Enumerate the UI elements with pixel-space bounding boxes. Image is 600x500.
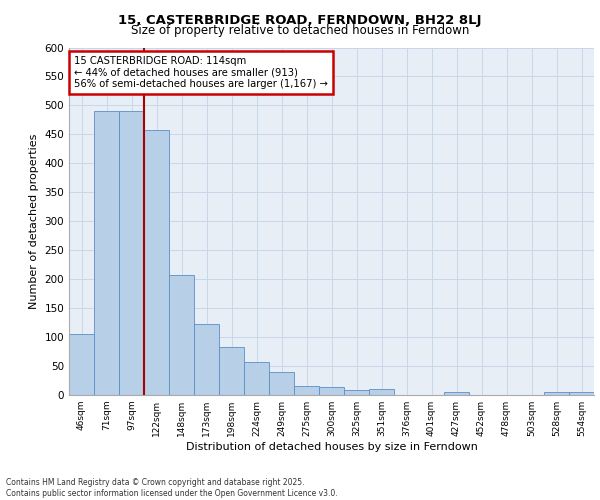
- Bar: [69, 334, 94, 395]
- Bar: [294, 386, 319, 395]
- X-axis label: Distribution of detached houses by size in Ferndown: Distribution of detached houses by size …: [185, 442, 478, 452]
- Bar: [219, 347, 244, 395]
- Bar: [269, 372, 294, 395]
- Bar: [544, 392, 569, 395]
- Y-axis label: Number of detached properties: Number of detached properties: [29, 134, 39, 309]
- Bar: [94, 111, 119, 395]
- Bar: [119, 111, 144, 395]
- Text: Size of property relative to detached houses in Ferndown: Size of property relative to detached ho…: [131, 24, 469, 37]
- Bar: [444, 392, 469, 395]
- Bar: [194, 324, 219, 395]
- Text: 15 CASTERBRIDGE ROAD: 114sqm
← 44% of detached houses are smaller (913)
56% of s: 15 CASTERBRIDGE ROAD: 114sqm ← 44% of de…: [74, 56, 328, 90]
- Bar: [169, 275, 194, 395]
- Text: 15, CASTERBRIDGE ROAD, FERNDOWN, BH22 8LJ: 15, CASTERBRIDGE ROAD, FERNDOWN, BH22 8L…: [118, 14, 482, 27]
- Text: Contains HM Land Registry data © Crown copyright and database right 2025.
Contai: Contains HM Land Registry data © Crown c…: [6, 478, 338, 498]
- Bar: [144, 130, 169, 395]
- Bar: [369, 388, 394, 395]
- Bar: [319, 387, 344, 395]
- Bar: [569, 392, 594, 395]
- Bar: [344, 390, 369, 395]
- Bar: [244, 362, 269, 395]
